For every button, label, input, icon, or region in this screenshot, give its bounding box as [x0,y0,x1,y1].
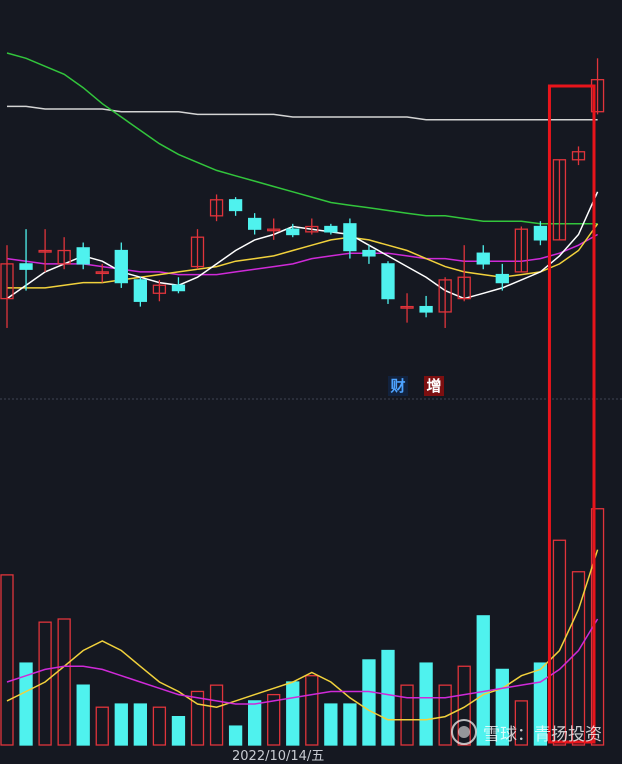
candle-body [552,159,567,241]
candle-body [476,252,490,265]
volume-bar [0,574,14,746]
volume-bar [476,615,490,746]
finance-tag[interactable]: 财 [388,376,408,396]
candlesticks [0,58,605,328]
volume-bar [533,662,548,746]
volume-bar [228,725,243,746]
candle-body [76,247,90,265]
candle-body [324,225,338,233]
volume-bar [419,662,433,746]
candle-body [57,249,71,265]
volume-bar [457,665,471,746]
candle-body [514,228,528,273]
candle-body [286,228,300,236]
candle-body [495,273,509,284]
volume-bar [209,684,224,746]
candle-body [362,249,376,257]
candle-body [438,279,452,313]
ma10-line [7,223,599,289]
volume-bar [286,681,300,746]
volume-bar [381,649,395,746]
highlight-box [547,84,596,744]
candle-body [0,263,14,300]
candle-body [247,217,262,230]
ma60-line [6,52,598,225]
volume-bar [114,703,128,746]
volume-bar [267,693,281,746]
volume-bar [190,690,205,746]
candle-body [400,305,414,309]
volume-bar [400,684,414,746]
volume-bar [152,706,167,746]
snowball-logo-icon [451,719,477,745]
volume-bar [19,662,33,746]
candle-body [190,236,205,268]
volume-bar [514,700,528,746]
moving-average-lines [6,52,599,300]
candle-body [343,223,357,252]
volume-ma5-line [6,549,599,721]
volume-bars [0,508,605,746]
watermark: 雪球：青扬投资 [451,719,602,745]
volume-bar [438,684,452,746]
ma20-line [6,233,598,276]
volume-bar [38,621,52,746]
candle-body [38,249,52,253]
volume-bar [362,659,376,746]
volume-bar [247,700,262,746]
candle-body [305,225,319,233]
volume-bar [571,571,586,746]
candle-body [152,284,167,294]
candle-body [381,263,395,300]
ma5-line [6,191,599,300]
candle-body [95,271,109,275]
watermark-text: 雪球：青扬投资 [483,724,602,745]
volume-bar [57,618,71,746]
volume-bar [590,508,605,746]
volume-bar [324,703,338,746]
candle-body [19,263,33,270]
candle-body [571,151,586,161]
volume-ma10-line [6,618,599,705]
candle-body [533,225,548,241]
volume-bar [552,539,567,746]
candle-body [209,199,224,217]
candle-body [590,79,605,113]
candle-body [419,305,433,313]
candle-body [133,279,148,302]
candle-body [457,276,471,300]
ma120-line [7,105,598,121]
volume-bar [305,675,319,746]
candle-body [171,284,186,292]
volume-bar [133,703,148,746]
candle-body [228,199,243,212]
volume-bar [76,684,90,746]
volume-bar [95,706,109,746]
candle-body [114,249,128,284]
volume-ma-lines [6,549,599,721]
volume-bar [343,703,357,746]
candle-body [267,228,281,232]
volume-bar [171,716,186,746]
share-increase-tag[interactable]: 增 [424,376,444,396]
